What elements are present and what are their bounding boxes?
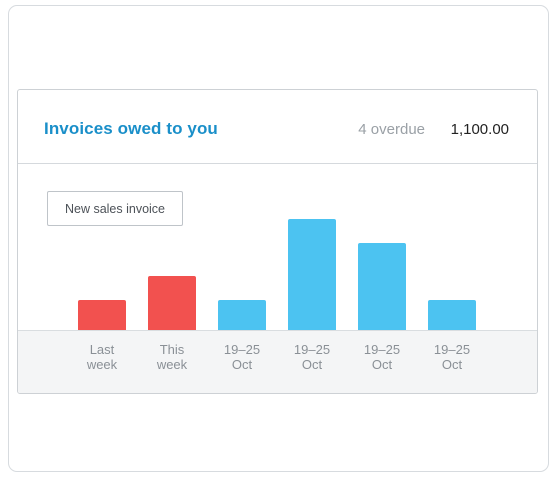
x-tick-label-5: 19–25 Oct — [363, 342, 401, 372]
chart-bar-5[interactable] — [358, 243, 406, 330]
new-sales-invoice-button[interactable]: New sales invoice — [47, 191, 183, 226]
chart-bar-6[interactable] — [428, 300, 476, 330]
card-title[interactable]: Invoices owed to you — [44, 119, 218, 138]
card-header: Invoices owed to you 4 overdue 1,100.00 — [18, 90, 537, 164]
chart-bar-1[interactable] — [78, 300, 126, 330]
x-tick-label-3: 19–25 Oct — [223, 342, 261, 372]
invoices-card: Invoices owed to you 4 overdue 1,100.00 … — [17, 89, 538, 394]
chart-bar-2[interactable] — [148, 276, 196, 330]
overdue-count[interactable]: 4 overdue — [358, 121, 425, 138]
chart-bar-4[interactable] — [288, 219, 336, 330]
x-tick-label-2: This week — [156, 342, 188, 372]
x-tick-label-6: 19–25 Oct — [433, 342, 471, 372]
total-amount: 1,100.00 — [450, 121, 509, 138]
chart-axis-band — [18, 330, 537, 393]
chart-bar-3[interactable] — [218, 300, 266, 330]
x-tick-label-1: Last week — [86, 342, 118, 372]
x-tick-label-4: 19–25 Oct — [293, 342, 331, 372]
